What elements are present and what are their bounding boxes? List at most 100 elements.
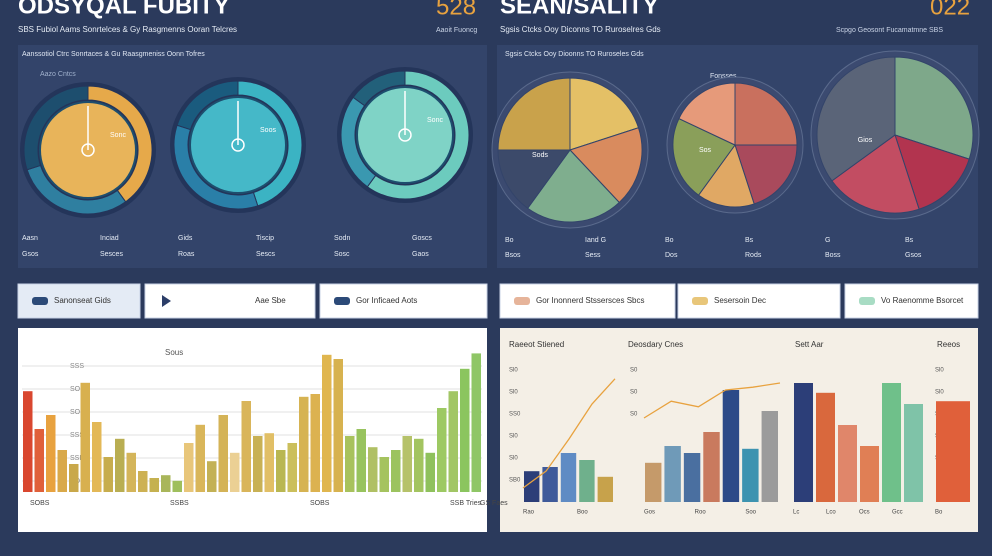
bar	[414, 438, 424, 492]
button-swatch	[692, 297, 708, 305]
bar	[241, 401, 251, 492]
x-tick-label: Rao	[523, 510, 535, 516]
y-tick-label: Sl0	[935, 368, 944, 374]
x-tick-label: Lc	[793, 510, 799, 516]
segment	[734, 144, 798, 205]
y-tick-label: S0	[630, 390, 638, 396]
segment	[678, 82, 736, 146]
bar	[264, 433, 274, 492]
bar	[218, 415, 228, 492]
x-tick-label: Bo	[935, 510, 943, 516]
bar	[524, 471, 540, 502]
bar	[172, 480, 182, 492]
bar	[276, 450, 286, 492]
y-tick-label: SS0	[509, 412, 521, 418]
footer-label: Bs	[745, 237, 754, 244]
button-swatch	[514, 297, 530, 305]
segment	[816, 56, 896, 182]
bar	[761, 411, 778, 502]
mini-title: Raeeot Stiened	[509, 340, 564, 349]
y-tick-label: SSB	[70, 455, 84, 462]
bar	[882, 383, 901, 502]
gauge-hub	[231, 138, 245, 152]
bar	[904, 404, 923, 502]
footer-label: Bo	[505, 237, 514, 244]
segment	[894, 56, 974, 160]
bar	[560, 453, 577, 502]
bar	[860, 446, 879, 502]
bar	[471, 353, 481, 492]
pie-label: Sods	[532, 152, 548, 159]
segment	[697, 143, 755, 208]
segment	[352, 70, 406, 107]
y-tick-label: SOG	[70, 386, 86, 393]
gauge-label: Sonc	[110, 132, 126, 139]
button[interactable]	[144, 283, 316, 319]
footer-label: Gaos	[412, 251, 429, 258]
bar	[230, 452, 240, 492]
line	[522, 378, 616, 489]
bar	[816, 392, 835, 502]
bar	[253, 436, 263, 492]
y-tick-label: Sl0	[509, 456, 518, 462]
footer-label: G	[825, 237, 830, 244]
footer-label: Sodn	[334, 235, 350, 242]
segment	[497, 77, 571, 151]
header-number: 528	[436, 0, 476, 20]
panel-sub: Fonsses	[710, 73, 737, 80]
bar	[379, 457, 389, 492]
button-label[interactable]: Gor Inonnerd Stssersces Sbcs	[536, 296, 645, 305]
bar	[579, 460, 595, 502]
footer-label: Boss	[825, 252, 841, 259]
bar	[287, 443, 297, 492]
button-label[interactable]: Vo Raenomme Bsorcet	[881, 296, 964, 305]
x-tick-label: Soo	[745, 510, 756, 516]
bar	[126, 452, 136, 492]
bar	[92, 422, 102, 492]
gauge-label: Soos	[260, 127, 276, 134]
bar	[703, 432, 720, 502]
footer-label: Iand G	[585, 237, 606, 244]
bar	[310, 394, 320, 492]
gauge-label: Sonc	[427, 117, 443, 124]
segment	[497, 149, 571, 209]
footer-label: Tiscip	[256, 235, 274, 242]
button-label[interactable]: Gor Inficaed Aots	[356, 296, 417, 305]
y-tick-label: SSS	[70, 432, 84, 439]
bar	[794, 383, 813, 502]
bar	[23, 391, 33, 492]
button-swatch	[32, 297, 48, 305]
subtitle: SBS Fubiol Aams Sonrtelces & Gy Rasgmenn…	[18, 25, 237, 34]
y-tick-label: S0	[630, 412, 638, 418]
note: Aaoit Fuoncg	[436, 27, 477, 34]
footer-label: Gsos	[905, 252, 922, 259]
button-label[interactable]: Sanonseat Gids	[54, 296, 111, 305]
bar	[460, 368, 470, 492]
button-label[interactable]: Aae Sbe	[255, 296, 286, 305]
x-tick-label: GS Faes	[480, 500, 508, 507]
bar	[69, 464, 79, 492]
bar	[57, 450, 67, 492]
bar	[402, 436, 412, 492]
bar	[34, 429, 44, 492]
footer-label: Sescs	[256, 251, 276, 258]
y-tick-label: Sl0	[935, 390, 944, 396]
mini-title: Sett Aar	[795, 340, 824, 349]
button-label[interactable]: Sesersoin Dec	[714, 296, 766, 305]
x-tick-label: Ocs	[859, 510, 870, 516]
bar	[46, 415, 56, 492]
footer-label: Roas	[178, 251, 195, 258]
bar	[368, 447, 378, 492]
bar	[597, 476, 613, 502]
segment	[176, 80, 239, 131]
segment	[366, 70, 470, 200]
bar	[138, 471, 148, 492]
y-tick-label: SSS	[70, 363, 84, 370]
bar	[936, 401, 970, 502]
bar	[184, 443, 194, 492]
y-tick-label: Sl0	[509, 368, 518, 374]
note: Scpgo Geosont Fucamatmne SBS	[836, 27, 943, 34]
bar	[437, 408, 447, 492]
bar	[333, 359, 343, 492]
